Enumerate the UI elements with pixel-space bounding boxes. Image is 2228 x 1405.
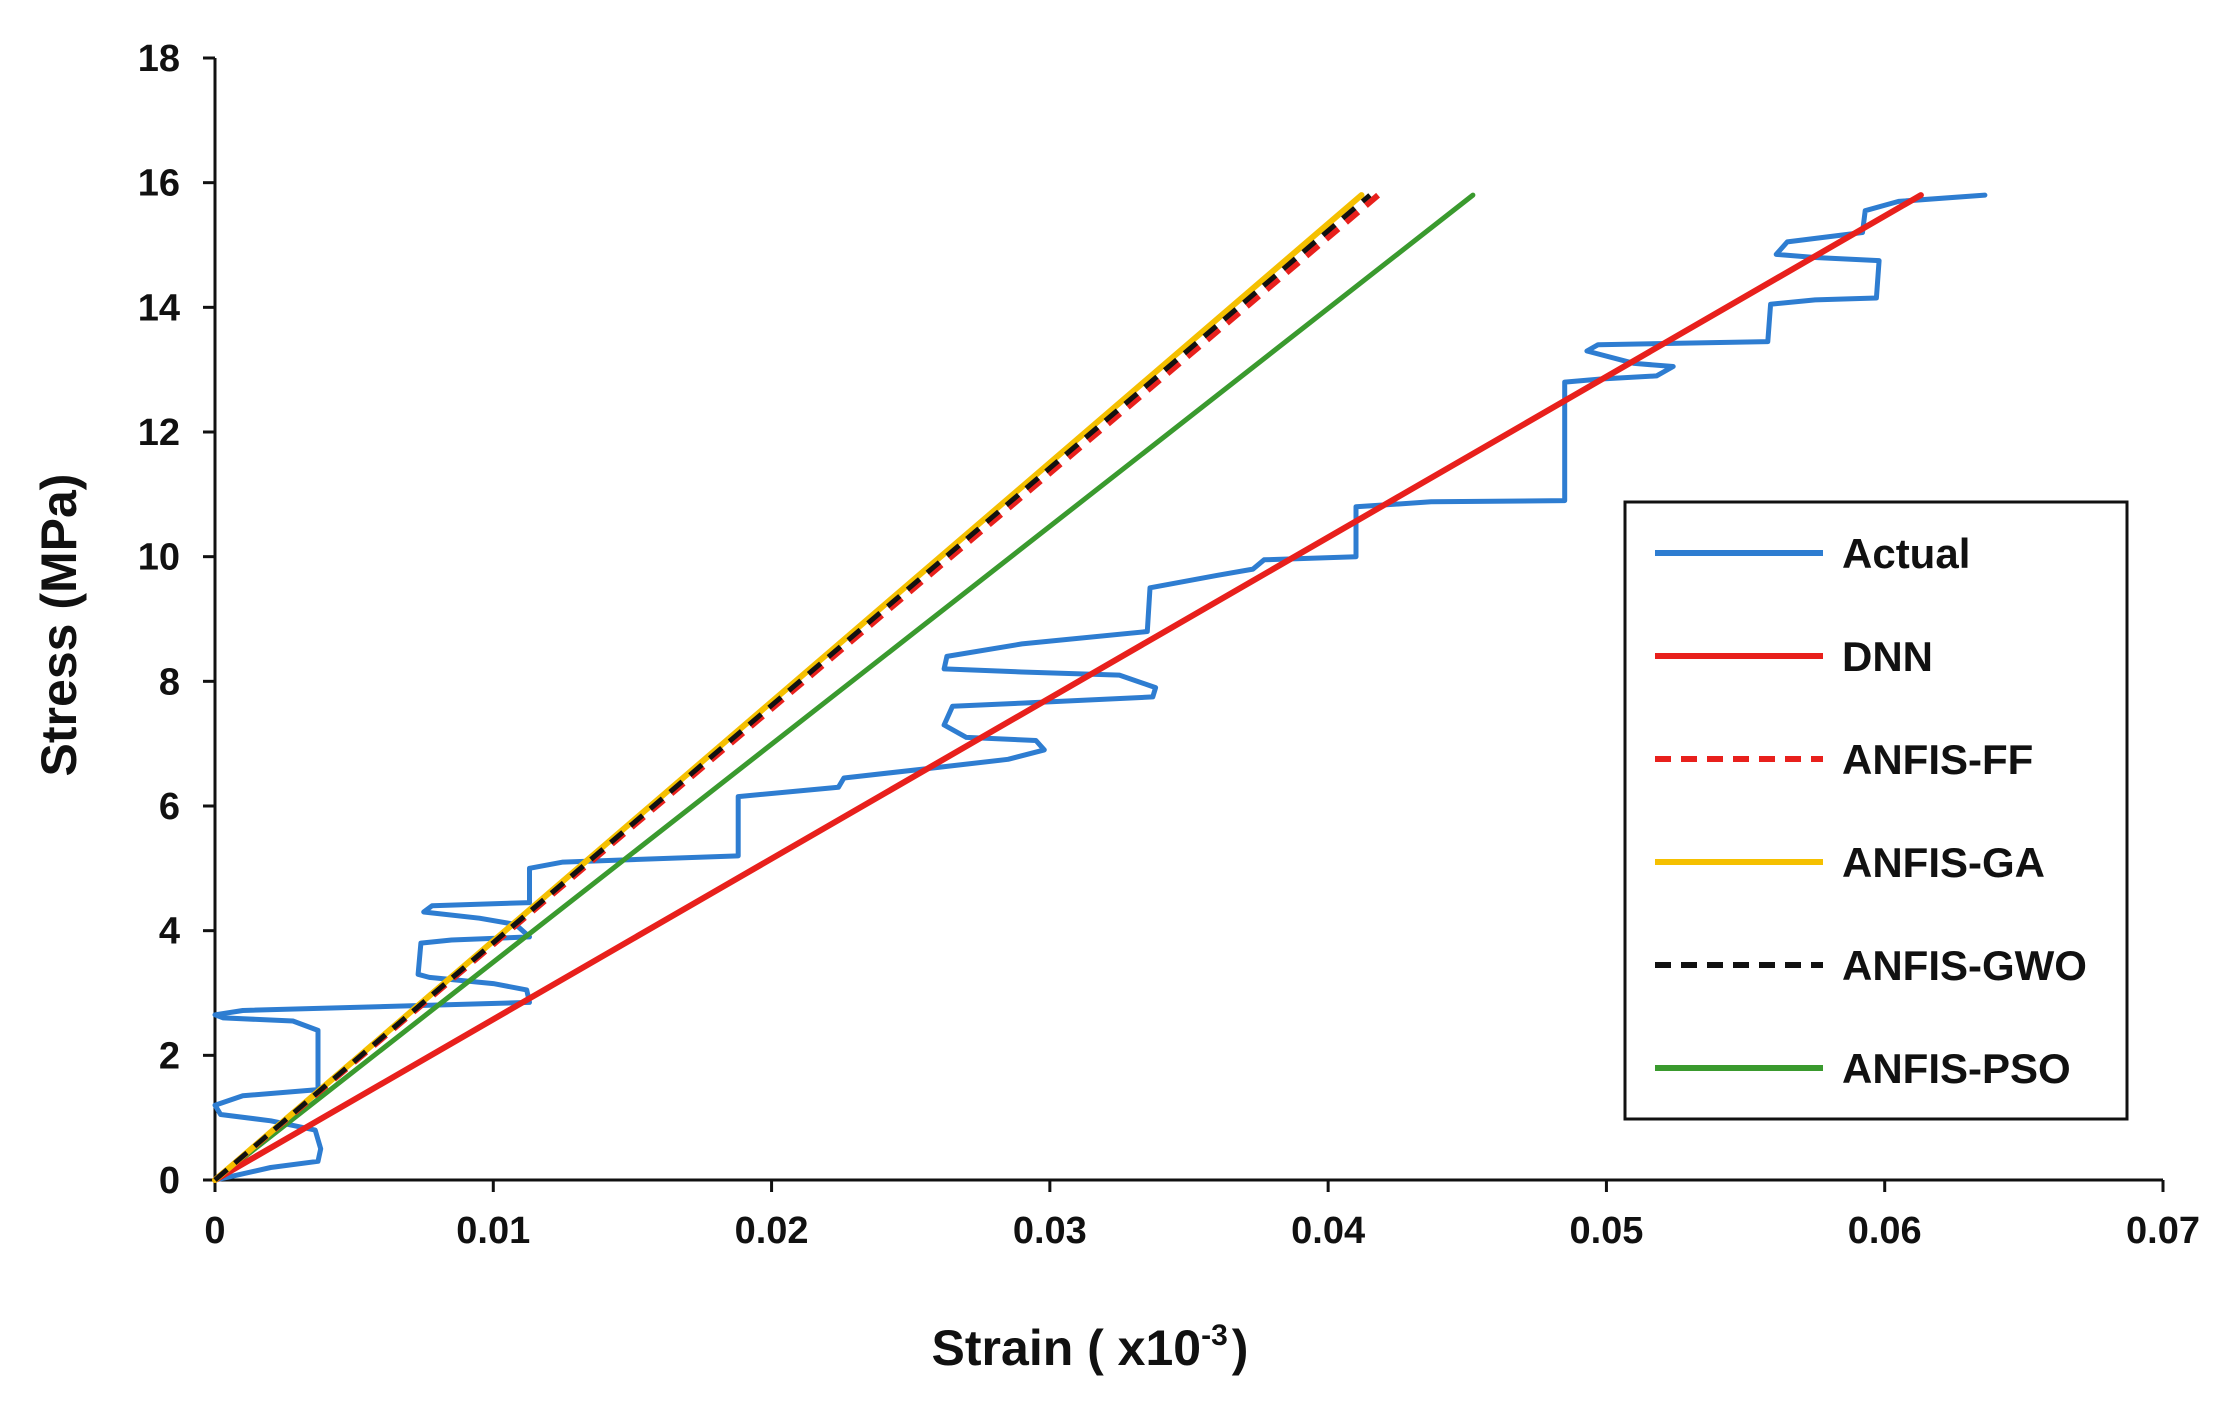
x-tick-label: 0.03 — [1013, 1210, 1087, 1252]
x-tick-label: 0.07 — [2126, 1210, 2200, 1252]
y-tick-label: 2 — [159, 1035, 180, 1077]
series-line-actual — [212, 192, 1988, 1183]
x-tick-label: 0.04 — [1291, 1210, 1365, 1252]
x-axis-title-main: Strain ( x10 — [932, 1320, 1202, 1376]
legend-label: ANFIS-FF — [1842, 736, 2033, 783]
y-tick-label: 4 — [159, 911, 180, 953]
x-axis-title-suffix: ) — [1232, 1320, 1249, 1376]
y-tick-label: 12 — [138, 412, 180, 454]
series-line-anfis-ga — [212, 192, 1365, 1183]
y-tick-label: 14 — [138, 287, 180, 329]
x-tick-label: 0.05 — [1569, 1210, 1643, 1252]
x-tick-label: 0.02 — [735, 1210, 809, 1252]
x-tick-label: 0.06 — [1848, 1210, 1922, 1252]
y-tick-label: 10 — [138, 537, 180, 579]
series-line-dnn — [212, 192, 1924, 1183]
legend-item: ANFIS-FF — [1655, 736, 2033, 783]
y-tick-label: 16 — [138, 163, 180, 205]
x-axis: 0 0.01 0.02 0.03 0.04 0.05 0.06 0.07 — [204, 1178, 2200, 1252]
legend-item: ANFIS-GA — [1655, 839, 2045, 886]
legend-label: ANFIS-GWO — [1842, 942, 2087, 989]
legend-label: ANFIS-GA — [1842, 839, 2045, 886]
series-line-anfis-pso — [212, 192, 1476, 1183]
x-axis-title: Strain ( x10-3) — [932, 1319, 1249, 1376]
y-tick-label: 0 — [159, 1160, 180, 1202]
legend-label: Actual — [1842, 530, 1970, 577]
y-tick-label: 6 — [159, 786, 180, 828]
series-line-anfis-gwo — [213, 193, 1372, 1182]
legend-item: DNN — [1655, 633, 1933, 680]
legend-item: ANFIS-GWO — [1655, 942, 2087, 989]
legend-items: Actual DNN ANFIS-FF ANFIS-GA ANFIS-GWO ANFIS-… — [1655, 530, 2087, 1092]
y-tick-label: 8 — [159, 661, 180, 703]
legend-item: ANFIS-PSO — [1655, 1045, 2071, 1092]
series-line-anfis-ff — [213, 192, 1381, 1183]
y-axis: 0 2 4 6 8 10 12 14 16 18 — [138, 38, 217, 1202]
legend-box — [1623, 500, 2129, 1121]
series-layer — [212, 192, 1988, 1183]
y-tick-label: 18 — [138, 38, 180, 80]
legend-item: Actual — [1655, 530, 1970, 577]
x-tick-label: 0 — [204, 1210, 225, 1252]
legend-label: ANFIS-PSO — [1842, 1045, 2071, 1092]
x-tick-label: 0.01 — [456, 1210, 530, 1252]
y-axis-title: Stress (MPa) — [31, 474, 87, 777]
x-axis-title-superscript: -3 — [1201, 1319, 1228, 1352]
legend: Actual DNN ANFIS-FF ANFIS-GA ANFIS-GWO ANFIS-… — [1623, 500, 2129, 1121]
legend-label: DNN — [1842, 633, 1933, 680]
